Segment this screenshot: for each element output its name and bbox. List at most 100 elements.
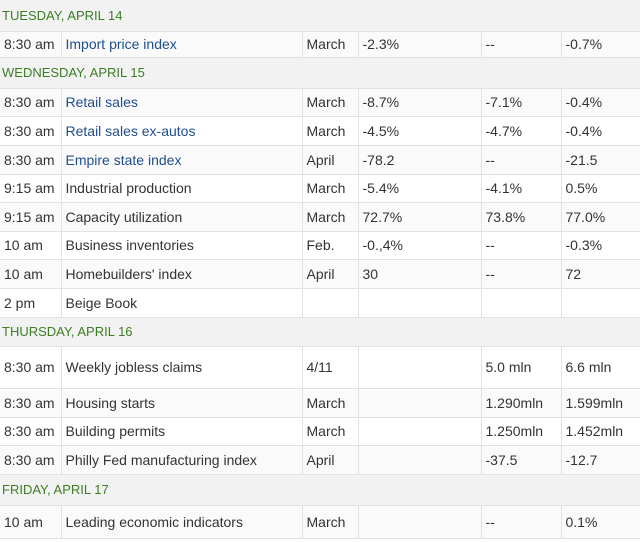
event-name-cell: Empire state index bbox=[61, 145, 303, 175]
event-name-text: Leading economic indicators bbox=[65, 513, 243, 530]
event-name-cell: Business inventories bbox=[61, 231, 303, 260]
event-previous-cell: -0.3% bbox=[561, 231, 640, 260]
event-forecast-cell: -- bbox=[481, 259, 562, 289]
event-time-cell: 8:30 am bbox=[0, 116, 62, 146]
day-header-row: THURSDAY, APRIL 16 bbox=[0, 317, 640, 347]
event-name-link[interactable]: Retail sales bbox=[65, 94, 138, 110]
event-period-cell: April bbox=[302, 445, 359, 475]
event-forecast-cell: -4.7% bbox=[481, 116, 562, 146]
event-row: 8:30 am Building permits March 1.250mln 1.45… bbox=[0, 417, 640, 446]
event-actual-cell: -8.7% bbox=[358, 88, 482, 117]
event-previous-cell: -0.4% bbox=[561, 116, 640, 146]
event-time-cell: 9:15 am bbox=[0, 202, 62, 232]
event-forecast-cell: -- bbox=[481, 231, 562, 260]
event-row: 8:30 am Retail sales March -8.7% -7.1% -0.4% bbox=[0, 88, 640, 117]
event-row: 8:30 am Philly Fed manufacturing index Apr… bbox=[0, 445, 640, 475]
event-row: 8:30 am Weekly jobless claims 4/11 5.0 mln 6… bbox=[0, 346, 640, 389]
event-name-cell: Retail sales bbox=[61, 88, 303, 117]
event-name-text: Industrial production bbox=[65, 180, 192, 196]
event-forecast-cell: 1.290mln bbox=[481, 388, 562, 418]
event-name-text: Capacity utilization bbox=[65, 208, 183, 225]
event-forecast-cell: -4.1% bbox=[481, 174, 562, 203]
event-previous-cell: -0.4% bbox=[561, 88, 640, 117]
event-actual-cell bbox=[358, 505, 482, 539]
event-name-text: Beige Book bbox=[65, 294, 138, 311]
day-header-label: THURSDAY, APRIL 16 bbox=[0, 317, 640, 347]
event-actual-cell: 72.7% bbox=[358, 202, 482, 232]
event-period-cell: 4/11 bbox=[302, 346, 359, 389]
event-period-cell: March bbox=[302, 31, 359, 58]
event-previous-cell: 0.1% bbox=[561, 505, 640, 539]
event-forecast-cell: -37.5 bbox=[481, 445, 562, 475]
event-period-cell bbox=[302, 288, 359, 318]
event-row: 9:15 am Industrial production March -5.4% -4… bbox=[0, 174, 640, 203]
event-time-cell: 9:15 am bbox=[0, 174, 62, 203]
event-row: 8:30 am Housing starts March 1.290mln 1.599m… bbox=[0, 388, 640, 418]
event-row: 2 pm Beige Book bbox=[0, 288, 640, 318]
event-name-cell: Homebuilders' index bbox=[61, 259, 303, 289]
event-time-cell: 8:30 am bbox=[0, 346, 62, 389]
day-header-row: FRIDAY, APRIL 17 bbox=[0, 474, 640, 506]
event-name-cell: Weekly jobless claims bbox=[61, 346, 303, 389]
event-name-text: Weekly jobless claims bbox=[65, 359, 203, 375]
event-forecast-cell: 5.0 mln bbox=[481, 346, 562, 389]
event-name-cell: Beige Book bbox=[61, 288, 303, 318]
event-period-cell: March bbox=[302, 116, 359, 146]
event-forecast-cell: -- bbox=[481, 31, 562, 58]
event-name-cell: Philly Fed manufacturing index bbox=[61, 445, 303, 475]
event-name-text: Business inventories bbox=[65, 237, 194, 253]
event-period-cell: March bbox=[302, 88, 359, 117]
event-previous-cell: 1.599mln bbox=[561, 388, 640, 418]
event-name-cell: Leading economic indicators bbox=[61, 505, 303, 539]
event-period-cell: Feb. bbox=[302, 231, 359, 260]
event-actual-cell bbox=[358, 288, 482, 318]
event-forecast-cell bbox=[481, 288, 562, 318]
event-time-cell: 8:30 am bbox=[0, 417, 62, 446]
event-period-cell: March bbox=[302, 388, 359, 418]
event-name-cell: Industrial production bbox=[61, 174, 303, 203]
event-actual-cell: -0.,4% bbox=[358, 231, 482, 260]
event-name-cell: Retail sales ex-autos bbox=[61, 116, 303, 146]
event-period-cell: April bbox=[302, 145, 359, 175]
event-actual-cell bbox=[358, 388, 482, 418]
event-time-cell: 10 am bbox=[0, 259, 62, 289]
event-name-link[interactable]: Import price index bbox=[65, 36, 177, 52]
event-row: 10 am Business inventories Feb. -0.,4% -- -0.… bbox=[0, 231, 640, 260]
event-row: 8:30 am Retail sales ex-autos March -4.5% -4… bbox=[0, 116, 640, 146]
event-previous-cell: 1.452mln bbox=[561, 417, 640, 446]
event-actual-cell: -4.5% bbox=[358, 116, 482, 146]
day-header-label: FRIDAY, APRIL 17 bbox=[0, 474, 640, 506]
day-header-label: TUESDAY, APRIL 14 bbox=[0, 0, 640, 32]
event-period-cell: March bbox=[302, 202, 359, 232]
event-name-link[interactable]: Empire state index bbox=[65, 151, 182, 168]
event-actual-cell bbox=[358, 346, 482, 389]
event-time-cell: 8:30 am bbox=[0, 445, 62, 475]
event-time-cell: 8:30 am bbox=[0, 88, 62, 117]
event-row: 9:15 am Capacity utilization March 72.7% 73.… bbox=[0, 202, 640, 232]
event-time-cell: 2 pm bbox=[0, 288, 62, 318]
event-period-cell: March bbox=[302, 505, 359, 539]
event-name-link[interactable]: Retail sales ex-autos bbox=[65, 122, 196, 139]
event-name-cell: Capacity utilization bbox=[61, 202, 303, 232]
event-previous-cell: -0.7% bbox=[561, 31, 640, 58]
event-name-text: Building permits bbox=[65, 423, 166, 439]
event-name-cell: Import price index bbox=[61, 31, 303, 58]
event-forecast-cell: -7.1% bbox=[481, 88, 562, 117]
event-name-cell: Building permits bbox=[61, 417, 303, 446]
event-previous-cell: 6.6 mln bbox=[561, 346, 640, 389]
event-period-cell: March bbox=[302, 174, 359, 203]
event-forecast-cell: 73.8% bbox=[481, 202, 562, 232]
event-time-cell: 10 am bbox=[0, 231, 62, 260]
event-time-cell: 8:30 am bbox=[0, 388, 62, 418]
event-previous-cell: 0.5% bbox=[561, 174, 640, 203]
event-previous-cell bbox=[561, 288, 640, 318]
event-time-cell: 8:30 am bbox=[0, 31, 62, 58]
event-period-cell: March bbox=[302, 417, 359, 446]
event-forecast-cell: -- bbox=[481, 145, 562, 175]
event-previous-cell: -12.7 bbox=[561, 445, 640, 475]
event-previous-cell: 77.0% bbox=[561, 202, 640, 232]
event-period-cell: April bbox=[302, 259, 359, 289]
day-header-label: WEDNESDAY, APRIL 15 bbox=[0, 57, 640, 89]
